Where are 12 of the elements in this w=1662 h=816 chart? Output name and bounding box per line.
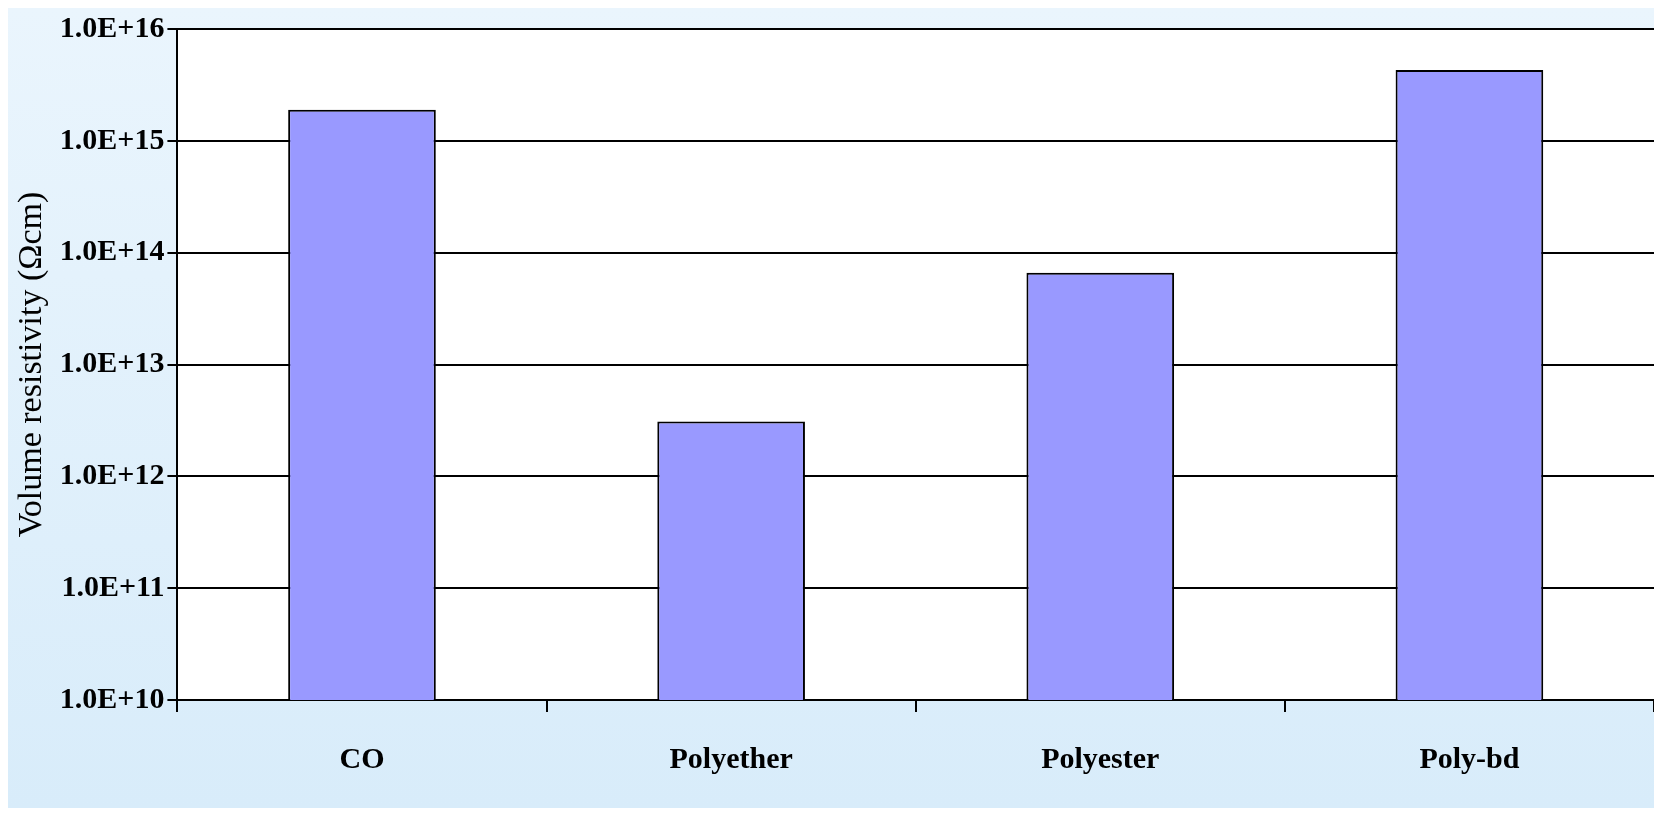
y-tick-label: 1.0E+13 [59, 345, 165, 379]
y-tick-label: 1.0E+10 [59, 680, 165, 714]
x-tick-label: Polyester [1041, 740, 1160, 774]
y-tick-label: 1.0E+14 [59, 233, 165, 267]
x-tick-label: CO [339, 740, 385, 774]
x-tick-label: Poly-bd [1419, 740, 1520, 774]
y-tick-label: 1.0E+12 [59, 457, 165, 491]
y-tick-label: 1.0E+11 [61, 568, 165, 602]
y-axis-title: Volume resistivity (Ωcm) [11, 191, 50, 538]
y-tick-label: 1.0E+16 [59, 9, 165, 43]
y-tick-label: 1.0E+15 [59, 121, 165, 155]
x-tick-label: Polyether [669, 740, 793, 774]
